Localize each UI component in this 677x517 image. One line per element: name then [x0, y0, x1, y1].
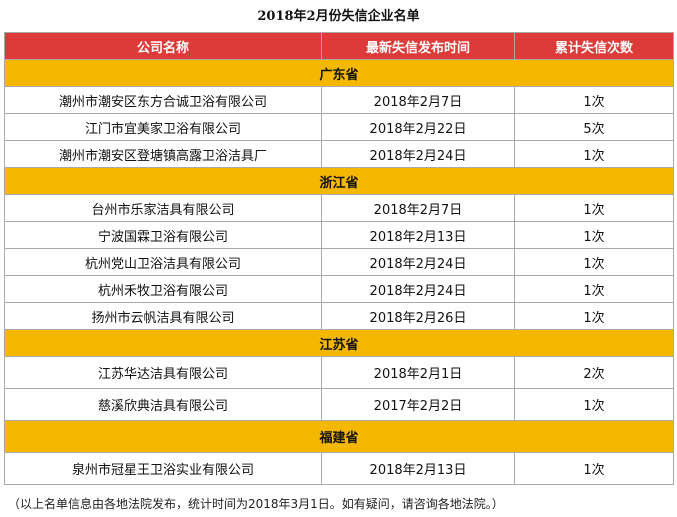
province-row-fujian: 福建省 [4, 420, 674, 453]
company-name-cell: 杭州党山卫浴洁具有限公司 [4, 248, 322, 276]
date-cell: 2018年2月7日 [321, 194, 515, 222]
company-name-cell: 慈溪欣典洁具有限公司 [4, 388, 322, 421]
date-cell: 2018年2月13日 [321, 221, 515, 249]
count-cell: 1次 [514, 275, 674, 303]
table-row: 潮州市潮安区登塘镇高露卫浴洁具厂 2018年2月24日 1次 [4, 140, 674, 168]
count-cell: 1次 [514, 221, 674, 249]
table-row: 潮州市潮安区东方合诚卫浴有限公司 2018年2月7日 1次 [4, 86, 674, 114]
company-name-cell: 扬州市云帆洁具有限公司 [4, 302, 322, 330]
province-label: 广东省 [4, 59, 674, 87]
province-label: 浙江省 [4, 167, 674, 195]
province-row-zhejiang: 浙江省 [4, 167, 674, 195]
table-row: 扬州市云帆洁具有限公司 2018年2月26日 1次 [4, 302, 674, 330]
date-cell: 2018年2月24日 [321, 248, 515, 276]
header-company-name: 公司名称 [4, 32, 322, 60]
table-row: 台州市乐家洁具有限公司 2018年2月7日 1次 [4, 194, 674, 222]
count-cell: 2次 [514, 356, 674, 389]
table-row: 江苏华达洁具有限公司 2018年2月1日 2次 [4, 356, 674, 389]
count-cell: 1次 [514, 302, 674, 330]
table-row: 慈溪欣典洁具有限公司 2017年2月2日 1次 [4, 388, 674, 421]
date-cell: 2018年2月13日 [321, 452, 515, 485]
company-name-cell: 台州市乐家洁具有限公司 [4, 194, 322, 222]
date-cell: 2018年2月22日 [321, 113, 515, 141]
company-name-cell: 江苏华达洁具有限公司 [4, 356, 322, 389]
date-cell: 2018年2月24日 [321, 275, 515, 303]
company-name-cell: 杭州禾牧卫浴有限公司 [4, 275, 322, 303]
province-label: 江苏省 [4, 329, 674, 357]
count-cell: 1次 [514, 140, 674, 168]
table-row: 江门市宜美家卫浴有限公司 2018年2月22日 5次 [4, 113, 674, 141]
table-row: 宁波国霖卫浴有限公司 2018年2月13日 1次 [4, 221, 674, 249]
table-row: 杭州禾牧卫浴有限公司 2018年2月24日 1次 [4, 275, 674, 303]
count-cell: 1次 [514, 452, 674, 485]
province-row-jiangsu: 江苏省 [4, 329, 674, 357]
page-title: 2018年2月份失信企业名单 [257, 9, 420, 24]
footnote: （以上名单信息由各地法院发布，统计时间为2018年3月1日。如有疑问，请咨询各地… [8, 497, 504, 511]
header-total-count: 累计失信次数 [514, 32, 674, 60]
count-cell: 5次 [514, 113, 674, 141]
province-row-guangdong: 广东省 [4, 59, 674, 87]
date-cell: 2017年2月2日 [321, 388, 515, 421]
count-cell: 1次 [514, 86, 674, 114]
table-row: 泉州市冠星王卫浴实业有限公司 2018年2月13日 1次 [4, 452, 674, 485]
count-cell: 1次 [514, 194, 674, 222]
company-name-cell: 江门市宜美家卫浴有限公司 [4, 113, 322, 141]
count-cell: 1次 [514, 388, 674, 421]
table-row: 杭州党山卫浴洁具有限公司 2018年2月24日 1次 [4, 248, 674, 276]
header-latest-date: 最新失信发布时间 [321, 32, 515, 60]
date-cell: 2018年2月7日 [321, 86, 515, 114]
province-label: 福建省 [4, 420, 674, 453]
count-cell: 1次 [514, 248, 674, 276]
date-cell: 2018年2月26日 [321, 302, 515, 330]
dishonest-companies-table: 公司名称 最新失信发布时间 累计失信次数 广东省 潮州市潮安区东方合诚卫浴有限公… [4, 32, 674, 485]
company-name-cell: 泉州市冠星王卫浴实业有限公司 [4, 452, 322, 485]
date-cell: 2018年2月1日 [321, 356, 515, 389]
company-name-cell: 宁波国霖卫浴有限公司 [4, 221, 322, 249]
company-name-cell: 潮州市潮安区东方合诚卫浴有限公司 [4, 86, 322, 114]
company-name-cell: 潮州市潮安区登塘镇高露卫浴洁具厂 [4, 140, 322, 168]
table-header-row: 公司名称 最新失信发布时间 累计失信次数 [4, 32, 674, 60]
date-cell: 2018年2月24日 [321, 140, 515, 168]
